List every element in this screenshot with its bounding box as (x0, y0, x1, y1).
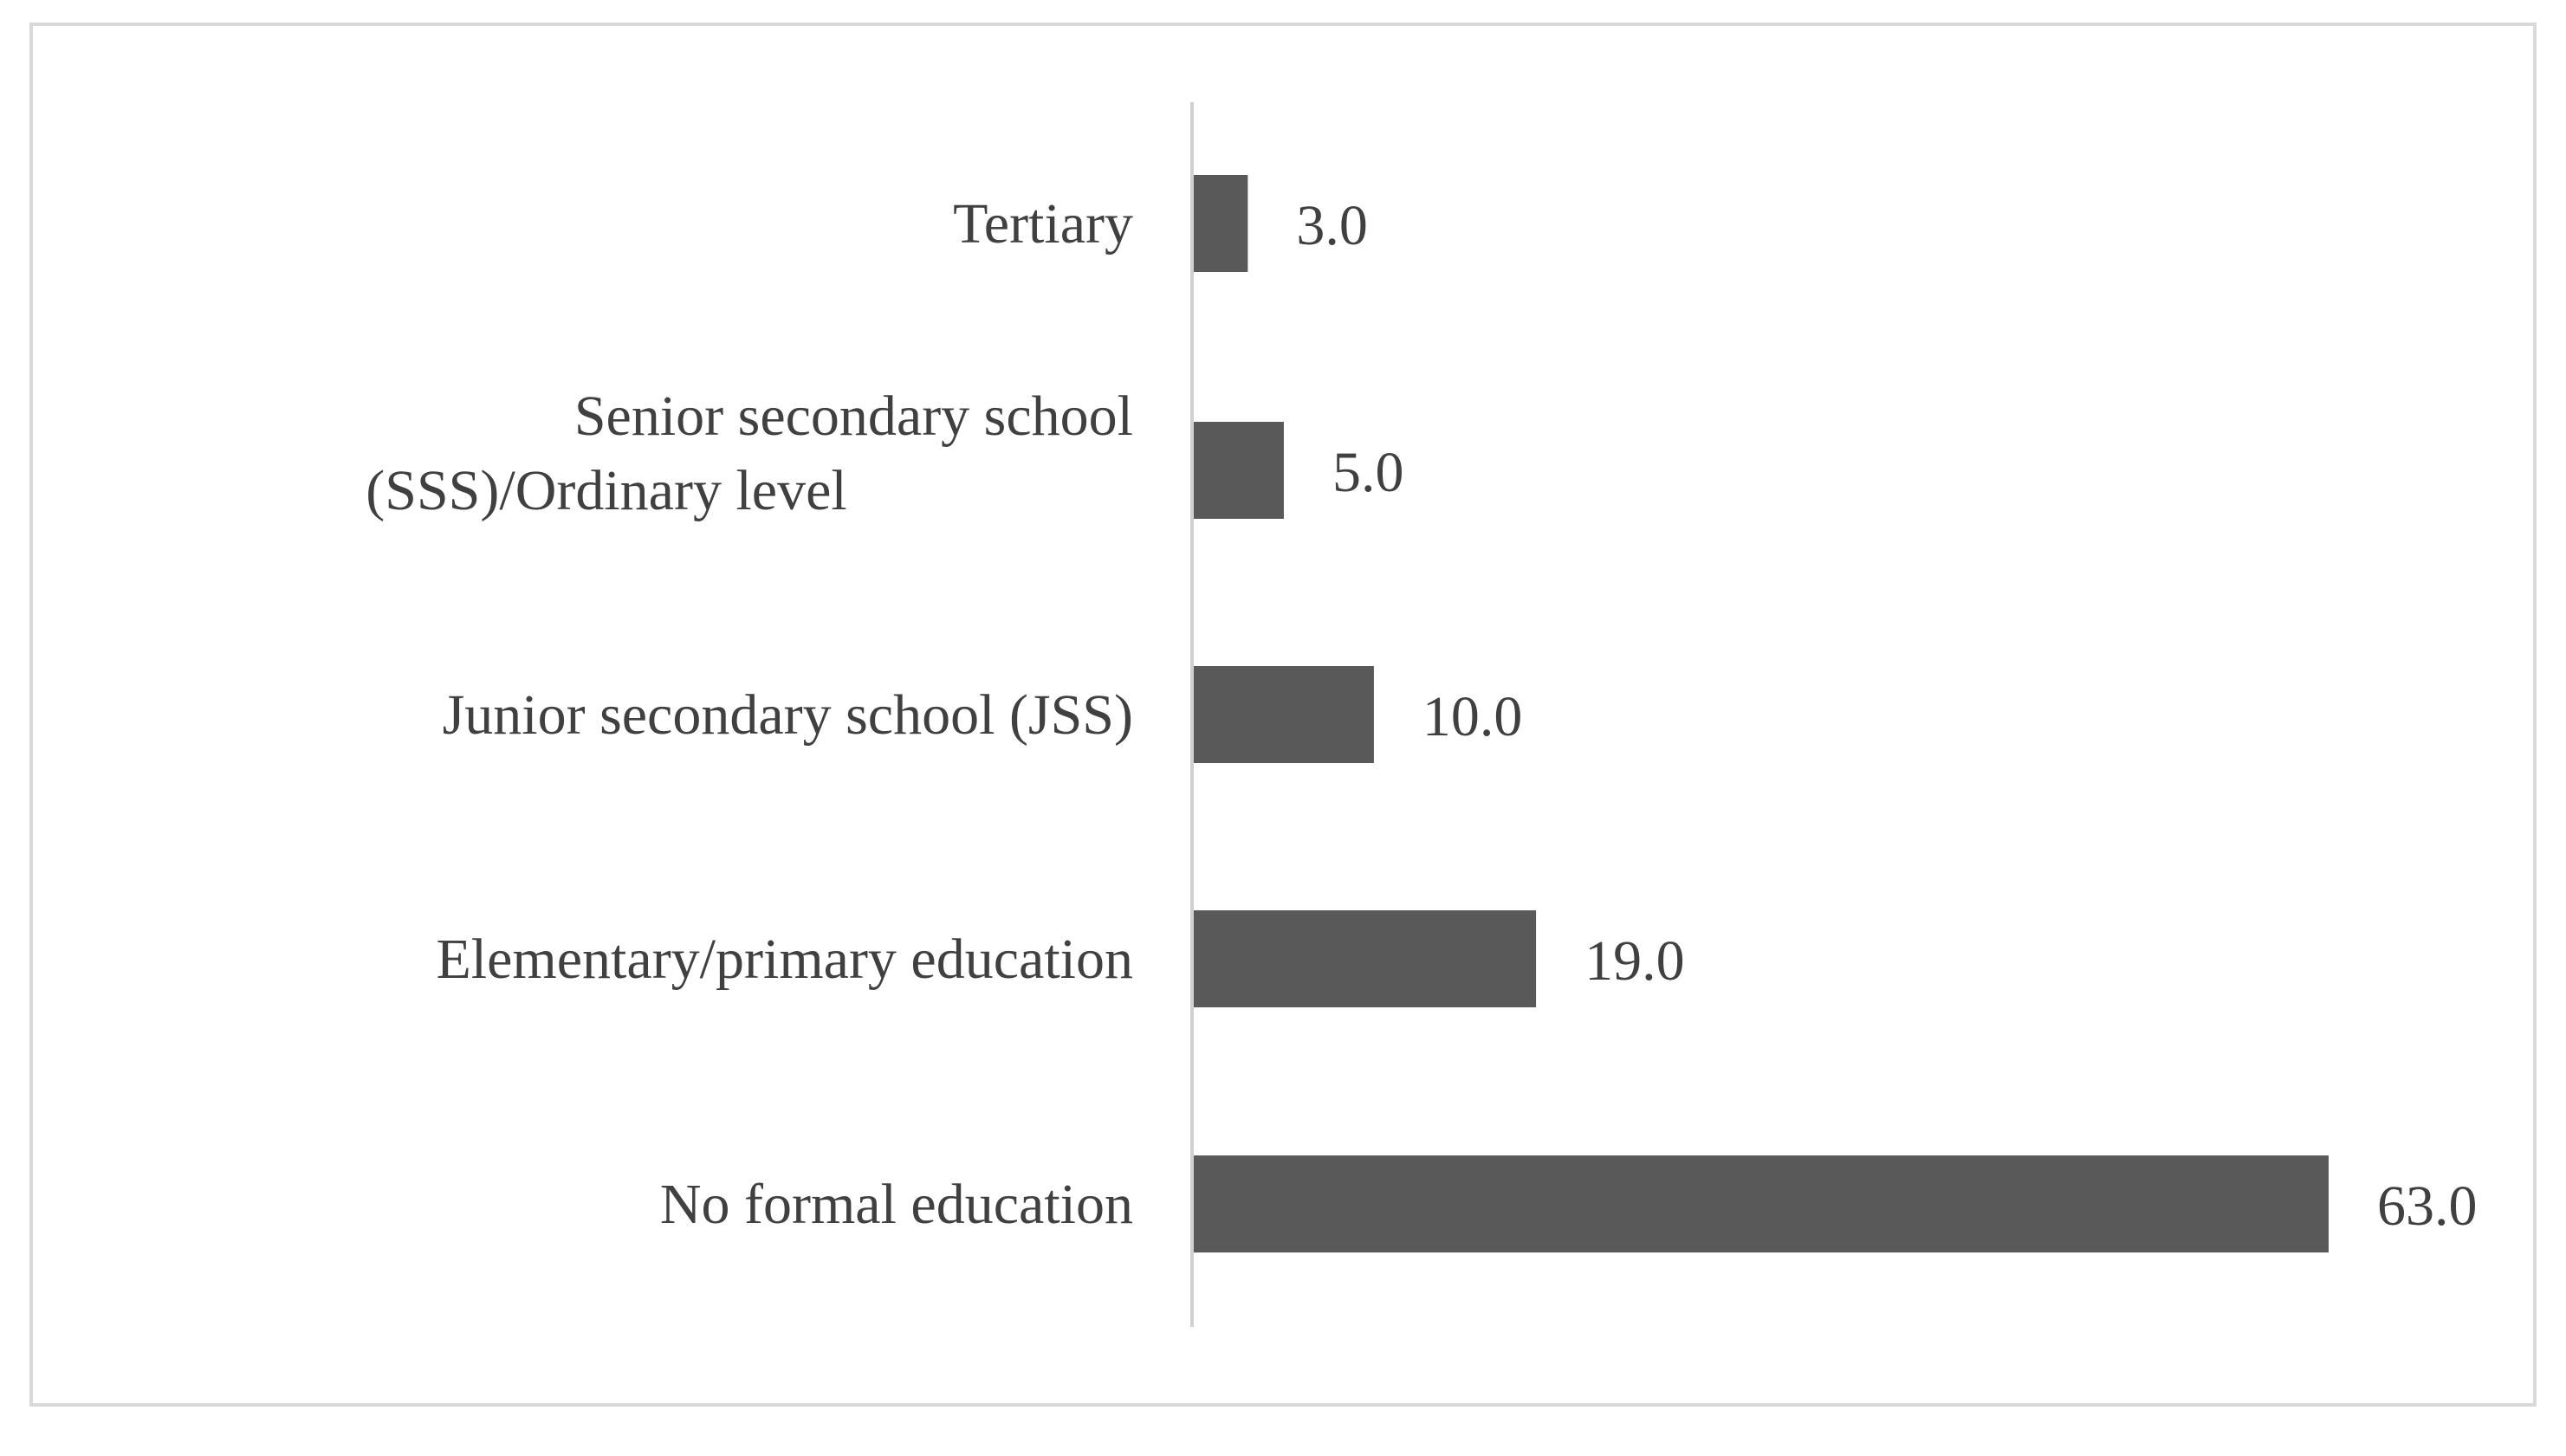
bar-3 (1194, 910, 1537, 1007)
value-label-4: 63.0 (2377, 1175, 2478, 1238)
bar-4 (1194, 1155, 2329, 1252)
category-label-4: No formal education (660, 1173, 1133, 1236)
value-label-3: 19.0 (1584, 929, 1685, 993)
value-label-2: 10.0 (1422, 685, 1523, 748)
category-label-2: Junior secondary school (JSS) (443, 683, 1133, 747)
bar-2 (1194, 666, 1374, 763)
value-label-0: 3.0 (1296, 194, 1368, 257)
value-label-1: 5.0 (1332, 441, 1404, 504)
bar-0 (1194, 175, 1248, 272)
category-labels: Tertiary Senior secondary school (SSS)/Ord… (366, 192, 1133, 1236)
value-labels: 3.0 5.0 10.0 19.0 63.0 (1296, 194, 2477, 1238)
category-label-0: Tertiary (953, 192, 1133, 256)
category-label-1: Senior secondary school (SSS)/Ordinary le… (366, 385, 1133, 522)
bars-layer (1194, 175, 2329, 1252)
bar-1 (1194, 422, 1284, 519)
category-label-3: Elementary/primary education (436, 928, 1133, 991)
